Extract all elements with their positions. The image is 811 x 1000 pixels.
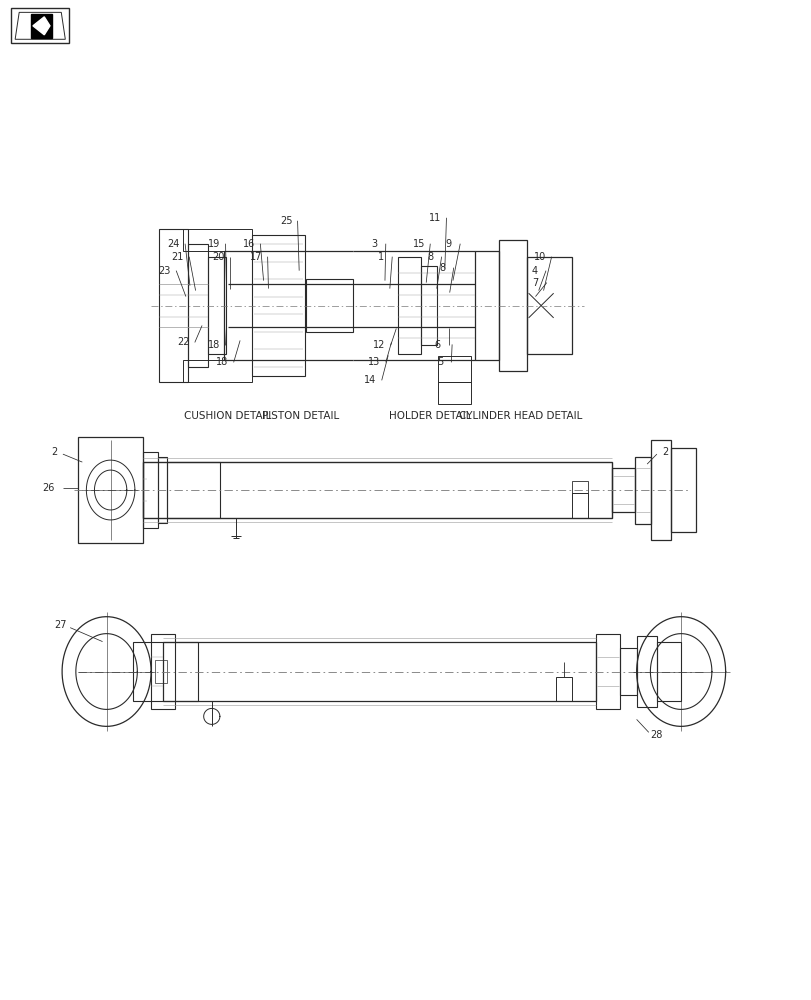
Text: 28: 28 bbox=[650, 730, 663, 740]
Text: 25: 25 bbox=[280, 216, 292, 226]
Text: 13: 13 bbox=[368, 357, 380, 367]
Bar bbox=[252, 235, 304, 376]
Bar bbox=[438, 382, 470, 404]
Bar bbox=[656, 642, 680, 701]
Text: 16: 16 bbox=[242, 239, 255, 249]
Text: 2: 2 bbox=[51, 447, 57, 457]
Text: 18: 18 bbox=[216, 357, 228, 367]
Bar bbox=[420, 266, 436, 345]
Bar bbox=[306, 279, 353, 332]
Bar bbox=[571, 493, 587, 518]
Text: 17: 17 bbox=[250, 252, 262, 262]
Text: 7: 7 bbox=[532, 278, 538, 288]
Text: 4: 4 bbox=[531, 266, 537, 276]
Bar bbox=[620, 648, 636, 695]
Text: 2: 2 bbox=[661, 447, 667, 457]
Bar bbox=[611, 468, 634, 512]
Bar bbox=[571, 481, 587, 493]
Bar bbox=[155, 660, 167, 683]
Text: 19: 19 bbox=[208, 239, 220, 249]
Bar bbox=[133, 642, 198, 701]
Bar bbox=[183, 360, 252, 382]
Text: 1: 1 bbox=[377, 252, 384, 262]
Bar bbox=[595, 634, 620, 709]
Bar bbox=[650, 440, 671, 540]
Bar bbox=[163, 642, 595, 701]
Text: 9: 9 bbox=[445, 239, 452, 249]
Text: CUSHION DETAIL: CUSHION DETAIL bbox=[184, 411, 272, 421]
Polygon shape bbox=[33, 17, 50, 35]
Text: 14: 14 bbox=[364, 375, 376, 385]
Bar bbox=[151, 634, 175, 709]
Text: 22: 22 bbox=[177, 337, 190, 347]
Bar bbox=[159, 229, 187, 382]
Bar bbox=[143, 462, 611, 518]
Text: 21: 21 bbox=[171, 252, 184, 262]
Bar bbox=[187, 244, 208, 367]
Text: 12: 12 bbox=[372, 340, 385, 350]
Text: HOLDER DETAIL: HOLDER DETAIL bbox=[388, 411, 471, 421]
Text: 5: 5 bbox=[436, 357, 443, 367]
Text: 15: 15 bbox=[412, 239, 425, 249]
Bar bbox=[11, 8, 69, 43]
Text: 11: 11 bbox=[428, 213, 440, 223]
Bar bbox=[397, 257, 420, 354]
Bar bbox=[78, 437, 143, 543]
Bar bbox=[208, 257, 225, 354]
Bar bbox=[167, 462, 220, 518]
Text: 26: 26 bbox=[42, 483, 54, 493]
Text: 8: 8 bbox=[439, 263, 445, 273]
Text: 3: 3 bbox=[371, 239, 377, 249]
Text: 27: 27 bbox=[54, 620, 67, 630]
Text: 18: 18 bbox=[208, 340, 220, 350]
Bar bbox=[157, 457, 167, 523]
Bar bbox=[474, 251, 499, 360]
Bar bbox=[634, 457, 650, 524]
Text: CYLINDER HEAD DETAIL: CYLINDER HEAD DETAIL bbox=[459, 411, 581, 421]
Bar bbox=[143, 452, 157, 528]
Text: 8: 8 bbox=[427, 252, 433, 262]
Bar bbox=[526, 257, 571, 354]
Bar bbox=[671, 448, 695, 532]
Bar bbox=[499, 240, 526, 371]
Text: 10: 10 bbox=[534, 252, 546, 262]
Bar bbox=[636, 636, 656, 707]
Bar bbox=[555, 677, 571, 701]
Text: 20: 20 bbox=[212, 252, 224, 262]
Text: 24: 24 bbox=[167, 239, 180, 249]
Text: PISTON DETAIL: PISTON DETAIL bbox=[262, 411, 339, 421]
Text: 6: 6 bbox=[434, 340, 440, 350]
Bar bbox=[438, 356, 470, 382]
Text: 23: 23 bbox=[158, 266, 171, 276]
Bar bbox=[183, 229, 252, 251]
Polygon shape bbox=[31, 14, 52, 38]
